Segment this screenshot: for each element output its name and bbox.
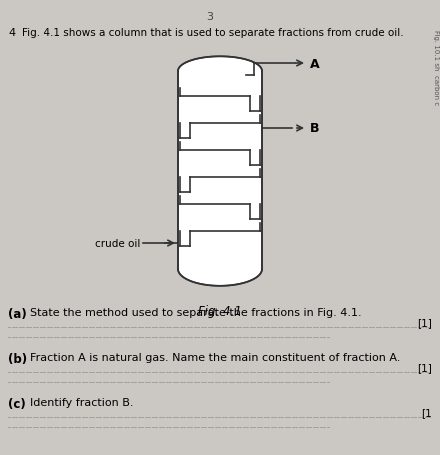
Polygon shape	[178, 269, 262, 286]
Text: crude oil: crude oil	[95, 238, 140, 248]
Text: 4: 4	[8, 28, 15, 38]
Text: (a): (a)	[8, 307, 27, 320]
Text: State the method used to separate the fractions in Fig. 4.1.: State the method used to separate the fr…	[30, 307, 362, 317]
Text: Identify fraction B.: Identify fraction B.	[30, 397, 133, 407]
Text: carbon c: carbon c	[433, 75, 439, 105]
Text: Fraction A is natural gas. Name the main constituent of fraction A.: Fraction A is natural gas. Name the main…	[30, 352, 400, 362]
Text: A: A	[310, 57, 319, 71]
Text: [1: [1	[421, 407, 432, 417]
Text: [1]: [1]	[417, 362, 432, 372]
Text: (c): (c)	[8, 397, 26, 410]
Text: B: B	[310, 122, 319, 135]
Text: Fig. 4.1 shows a column that is used to separate fractions from crude oil.: Fig. 4.1 shows a column that is used to …	[22, 28, 403, 38]
Text: (b): (b)	[8, 352, 27, 365]
Text: Fig. 10.1 sh: Fig. 10.1 sh	[433, 30, 439, 71]
Text: Fig. 4.1: Fig. 4.1	[198, 304, 242, 317]
Bar	[178, 72, 262, 269]
Text: 3: 3	[206, 12, 213, 22]
Text: [1]: [1]	[417, 317, 432, 327]
Polygon shape	[178, 57, 262, 72]
